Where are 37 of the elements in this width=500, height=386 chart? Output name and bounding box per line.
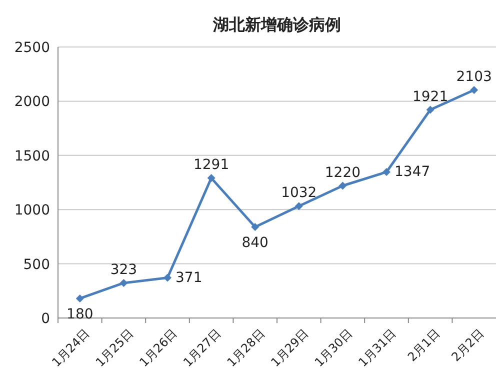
data-label: 323	[110, 262, 138, 278]
x-tick-label: 1月26日	[136, 326, 180, 370]
point	[338, 182, 347, 190]
data-label: 840	[242, 234, 268, 251]
x-tick-label: 1月25日	[92, 326, 136, 370]
x-tick-label: 2月1日	[404, 326, 443, 364]
y-tick-label: 1500	[14, 148, 50, 164]
y-tick-label: 2000	[14, 94, 50, 110]
data-label: 180	[66, 306, 94, 322]
point	[207, 174, 216, 182]
point	[426, 106, 434, 114]
data-label: 1220	[324, 164, 361, 181]
x-tick-label: 2月2日	[448, 326, 486, 364]
point	[294, 202, 303, 210]
x-tick-label: 1月24日	[49, 326, 92, 370]
data-label: 1921	[412, 88, 448, 105]
y-tick-label: 500	[23, 256, 50, 273]
x-tick-label: 1月27日	[180, 326, 224, 370]
data-label: 1291	[193, 157, 230, 174]
data-label: 2103	[456, 69, 492, 86]
data-label: 371	[176, 270, 202, 286]
point	[164, 274, 172, 282]
point	[470, 86, 478, 94]
point	[251, 222, 260, 231]
point	[76, 294, 84, 302]
y-tick-label: 1000	[14, 202, 50, 219]
x-tick-label: 1月30日	[312, 326, 356, 370]
point	[382, 168, 390, 176]
chart-title: 湖北新增确诊病例	[212, 15, 341, 34]
x-tick-label: 1月28日	[224, 326, 268, 370]
x-tick-label: 1月29日	[268, 326, 312, 370]
y-tick-label: 2500	[14, 40, 50, 56]
x-tick-label: 1月31日	[356, 326, 399, 370]
data-label: 1032	[281, 185, 317, 202]
data-label: 1347	[394, 164, 430, 180]
y-tick-label: 0	[41, 311, 50, 327]
point	[120, 278, 128, 287]
